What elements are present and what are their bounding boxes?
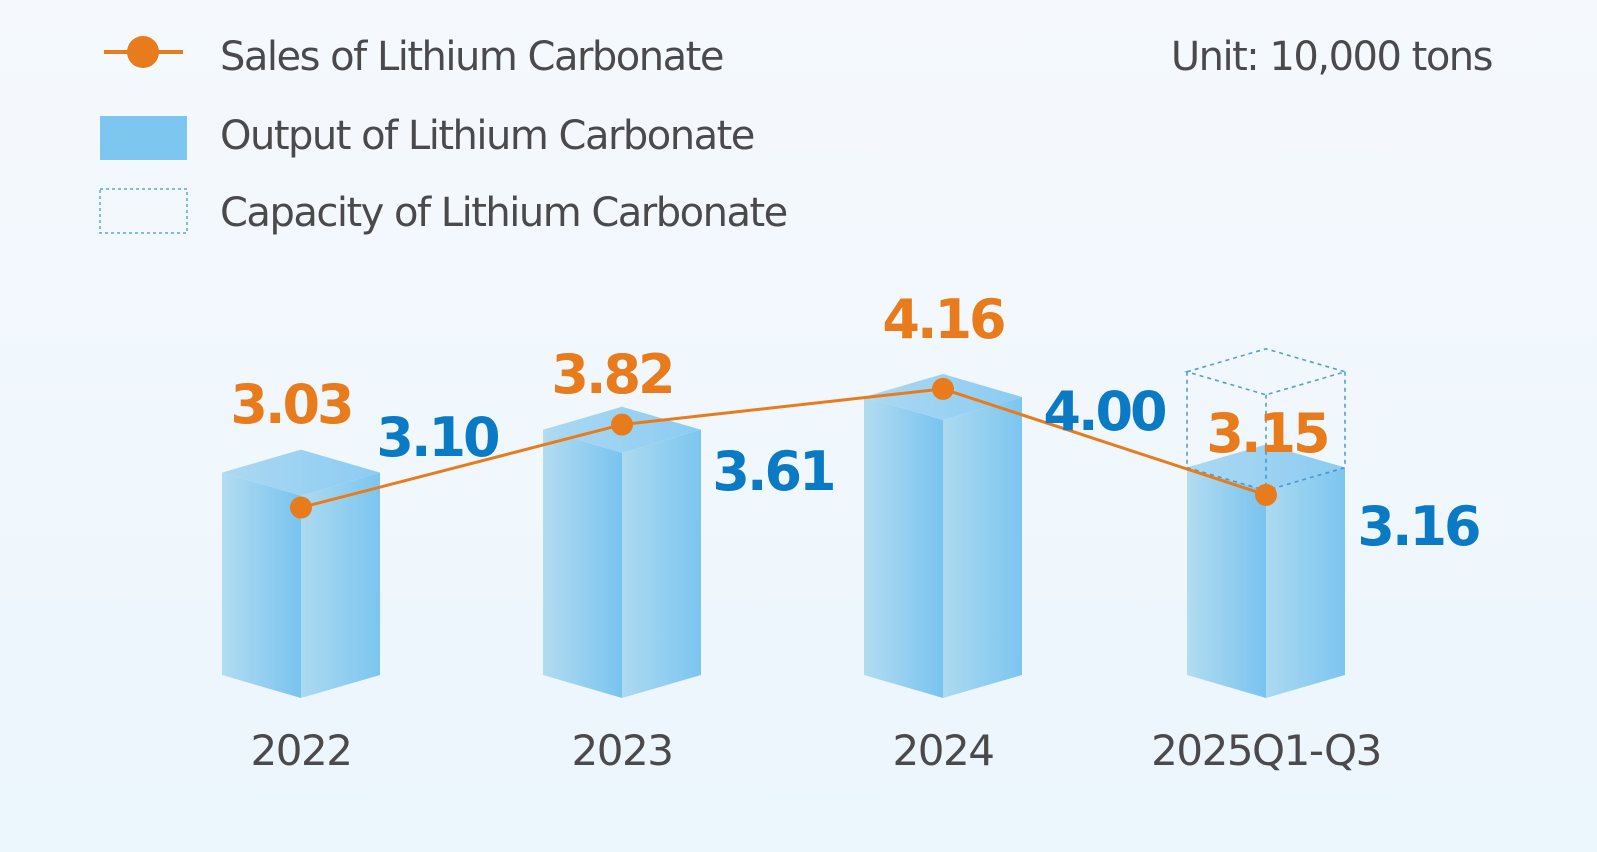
output-value-label: 4.00 xyxy=(1043,380,1165,443)
legend-sales-marker-icon xyxy=(127,36,159,68)
legend-capacity-label: Capacity of Lithium Carbonate xyxy=(220,190,787,236)
output-bar-left-face xyxy=(222,472,301,698)
output-bar-left-face xyxy=(864,397,943,698)
output-bar-right-face xyxy=(301,472,380,698)
sales-value-label: 3.82 xyxy=(551,343,672,406)
sales-value-label: 3.03 xyxy=(230,373,351,436)
sales-value-label: 3.15 xyxy=(1206,402,1327,465)
output-value-label: 3.16 xyxy=(1357,495,1479,558)
output-bar-top-face xyxy=(222,449,380,496)
sales-marker xyxy=(290,496,312,519)
x-axis-labels: 2022 2023 2024 2025Q1-Q3 xyxy=(251,726,1383,775)
legend-output-label: Output of Lithium Carbonate xyxy=(220,113,754,159)
output-bar-left-face xyxy=(1187,467,1266,698)
output-value-label: 3.10 xyxy=(376,406,498,469)
sales-marker xyxy=(932,377,954,400)
output-bar-right-face xyxy=(622,429,701,698)
output-bar xyxy=(222,449,380,698)
legend-item-capacity: Capacity of Lithium Carbonate xyxy=(99,188,788,236)
sales-value-label: 4.16 xyxy=(882,288,1004,351)
legend-output-swatch-icon xyxy=(100,116,187,160)
output-bar-right-face xyxy=(943,397,1022,698)
unit-label: Unit: 10,000 tons xyxy=(1171,34,1492,80)
legend-sales-label: Sales of Lithium Carbonate xyxy=(220,34,723,80)
x-axis-tick-label: 2024 xyxy=(893,726,994,775)
legend: Sales of Lithium Carbonate Output of Lit… xyxy=(99,34,788,236)
x-axis-tick-label: 2022 xyxy=(251,726,352,775)
output-bar xyxy=(543,406,701,698)
output-bar-right-face xyxy=(1266,467,1345,698)
capacity-box-top xyxy=(1184,347,1348,396)
legend-item-sales: Sales of Lithium Carbonate xyxy=(104,34,724,80)
data-labels: 3.03 3.82 4.16 3.15 3.10 3.61 4.00 3.16 xyxy=(230,288,1482,558)
x-axis-tick-label: 2025Q1-Q3 xyxy=(1151,726,1381,775)
sales-line-series xyxy=(290,377,1277,519)
legend-item-output: Output of Lithium Carbonate xyxy=(100,113,755,160)
output-value-label: 3.61 xyxy=(712,440,833,503)
output-bar xyxy=(864,374,1022,698)
sales-line xyxy=(300,387,1267,510)
sales-marker xyxy=(1255,483,1277,506)
legend-capacity-swatch-icon xyxy=(99,188,188,234)
output-bar xyxy=(1187,444,1345,698)
sales-marker xyxy=(611,413,633,436)
output-bar-left-face xyxy=(543,429,622,698)
x-axis-tick-label: 2023 xyxy=(572,726,673,775)
output-bars xyxy=(222,374,1345,698)
